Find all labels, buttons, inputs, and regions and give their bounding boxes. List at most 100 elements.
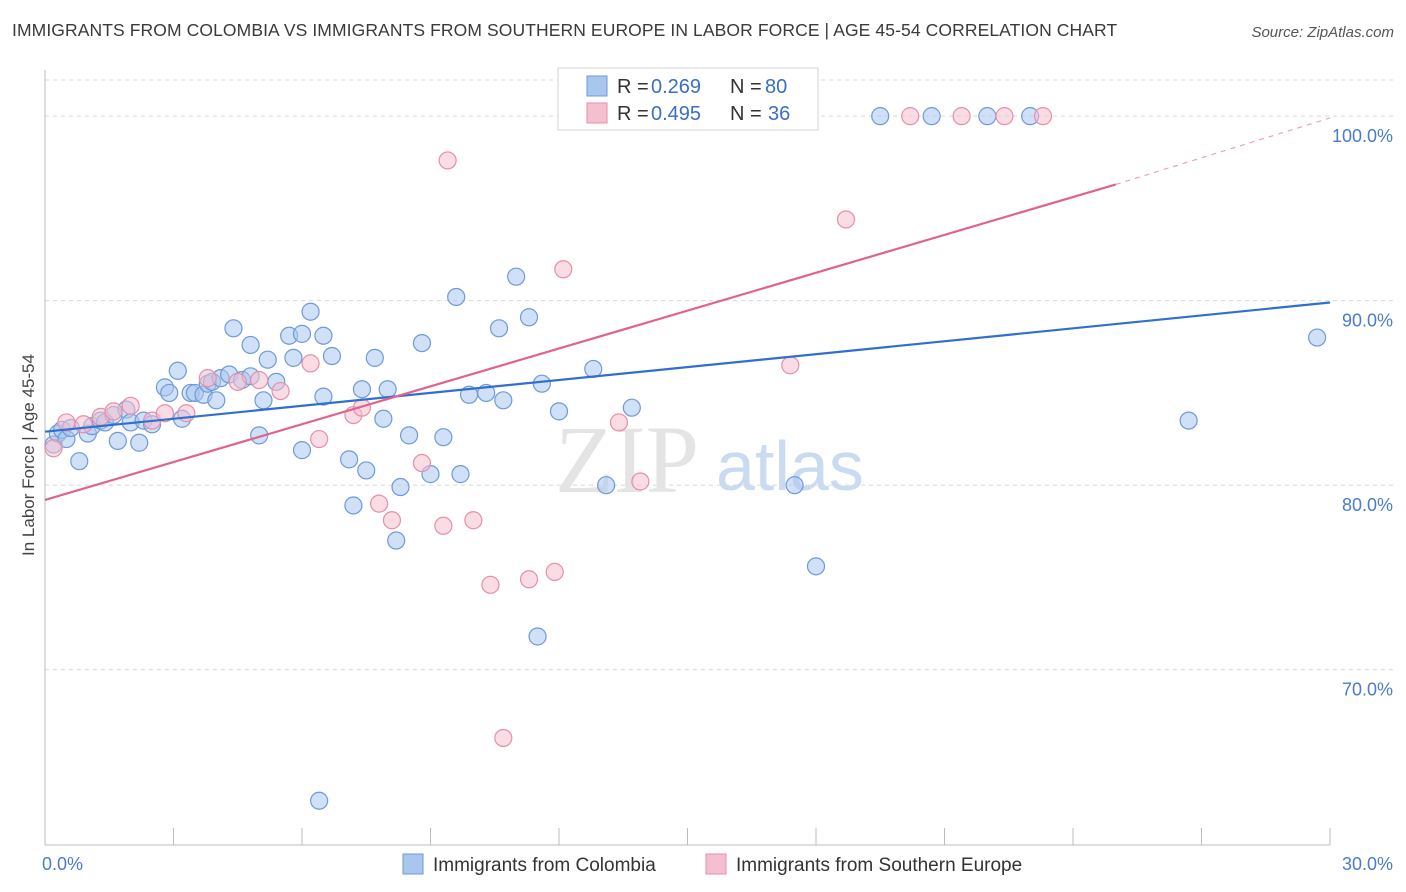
data-point — [438, 151, 457, 170]
trend-line-southern-europe — [44, 183, 1117, 501]
data-point — [254, 391, 273, 410]
data-point — [108, 431, 127, 450]
trend-lines — [44, 117, 1331, 501]
data-point — [494, 391, 513, 410]
y-tick-label: 100.0% — [1332, 126, 1393, 146]
trend-line-southern-europe-extension — [1115, 117, 1331, 185]
x-tick-labels: 0.0% 30.0% — [42, 854, 1393, 874]
data-point — [310, 429, 329, 449]
data-point — [494, 728, 513, 748]
data-point — [434, 516, 453, 535]
data-point — [481, 575, 500, 594]
data-point — [250, 370, 269, 390]
data-point — [301, 302, 320, 321]
data-point — [310, 791, 329, 810]
data-point — [374, 409, 393, 428]
data-point — [130, 433, 149, 452]
data-point — [978, 107, 997, 126]
data-point — [836, 210, 856, 229]
data-point — [622, 398, 641, 417]
data-point — [177, 404, 196, 423]
data-point — [464, 511, 483, 530]
legend-n-value-southern-europe: 36 — [768, 103, 790, 125]
bottom-legend: Immigrants from Colombia Immigrants from… — [402, 853, 1022, 876]
data-point — [344, 496, 363, 515]
data-point — [292, 324, 312, 343]
y-axis-label: In Labor Force | Age 45-54 — [19, 354, 38, 556]
data-point — [532, 374, 551, 393]
data-point — [241, 335, 260, 355]
x-tick-label: 30.0% — [1342, 854, 1393, 874]
data-point — [228, 372, 247, 391]
data-point — [528, 627, 547, 646]
data-point — [806, 557, 826, 576]
legend-r-value-southern-europe: 0.495 — [651, 103, 701, 125]
data-point — [995, 107, 1014, 126]
data-point — [785, 476, 804, 495]
source-label: Source: ZipAtlas.com — [1251, 24, 1394, 41]
legend-r-label-colombia: R = — [617, 76, 649, 98]
data-point — [597, 476, 616, 495]
data-point — [447, 287, 466, 307]
data-point — [207, 391, 226, 410]
chart-title: IMMIGRANTS FROM COLOMBIA VS IMMIGRANTS F… — [12, 20, 1118, 40]
data-point — [387, 531, 406, 550]
data-point — [340, 450, 359, 469]
legend-swatch-colombia — [586, 75, 608, 97]
y-tick-label: 70.0% — [1342, 680, 1393, 700]
data-point — [519, 570, 539, 589]
data-point — [781, 356, 800, 375]
data-point — [168, 361, 187, 380]
legend-r-value-colombia: 0.269 — [651, 76, 701, 98]
data-point — [271, 381, 290, 401]
bottom-legend-swatch-southern-europe — [705, 853, 727, 875]
data-point — [609, 413, 629, 432]
watermark: ZIP atlas — [555, 406, 864, 513]
data-point — [44, 439, 63, 458]
y-tick-labels: 70.0% 80.0% 90.0% 100.0% — [1332, 126, 1393, 700]
legend-n-value-colombia: 80 — [765, 76, 787, 98]
data-point — [631, 472, 650, 491]
data-point — [952, 107, 971, 126]
data-point — [412, 453, 432, 473]
y-tick-label: 90.0% — [1342, 311, 1393, 331]
legend-swatch-southern-europe — [586, 102, 608, 124]
bottom-legend-label-colombia: Immigrants from Colombia — [433, 855, 656, 876]
data-point — [258, 350, 277, 369]
legend-r-label-southern-europe: R = — [617, 103, 649, 125]
watermark-atlas: atlas — [716, 427, 864, 505]
data-point — [70, 452, 89, 471]
legend: R = 0.269 N = 80 R = 0.495 N = 36 — [557, 67, 819, 131]
bottom-legend-label-southern-europe: Immigrants from Southern Europe — [736, 855, 1022, 876]
data-point — [357, 461, 376, 480]
data-point — [507, 267, 526, 286]
series-southern-europe-points — [44, 107, 1053, 748]
data-point — [378, 380, 397, 399]
data-point — [121, 396, 140, 415]
data-point — [301, 354, 320, 373]
data-point — [412, 333, 432, 353]
axes — [44, 70, 1331, 846]
data-point — [74, 415, 93, 434]
data-point — [370, 494, 389, 513]
data-point — [922, 107, 941, 126]
data-point — [451, 465, 470, 484]
data-point — [104, 402, 123, 421]
data-point — [871, 107, 890, 126]
data-point — [399, 426, 419, 445]
trend-line-colombia — [44, 301, 1331, 433]
data-point — [322, 346, 342, 366]
data-point — [519, 308, 539, 327]
data-point — [434, 428, 453, 447]
data-point — [314, 387, 333, 406]
data-point — [365, 348, 384, 367]
x-tick-label: 0.0% — [42, 854, 83, 874]
data-point — [292, 441, 312, 460]
data-point — [391, 477, 410, 497]
data-point — [901, 107, 920, 126]
data-point — [352, 380, 372, 399]
data-point — [198, 369, 217, 388]
data-point — [284, 348, 303, 367]
data-point — [1179, 411, 1198, 430]
